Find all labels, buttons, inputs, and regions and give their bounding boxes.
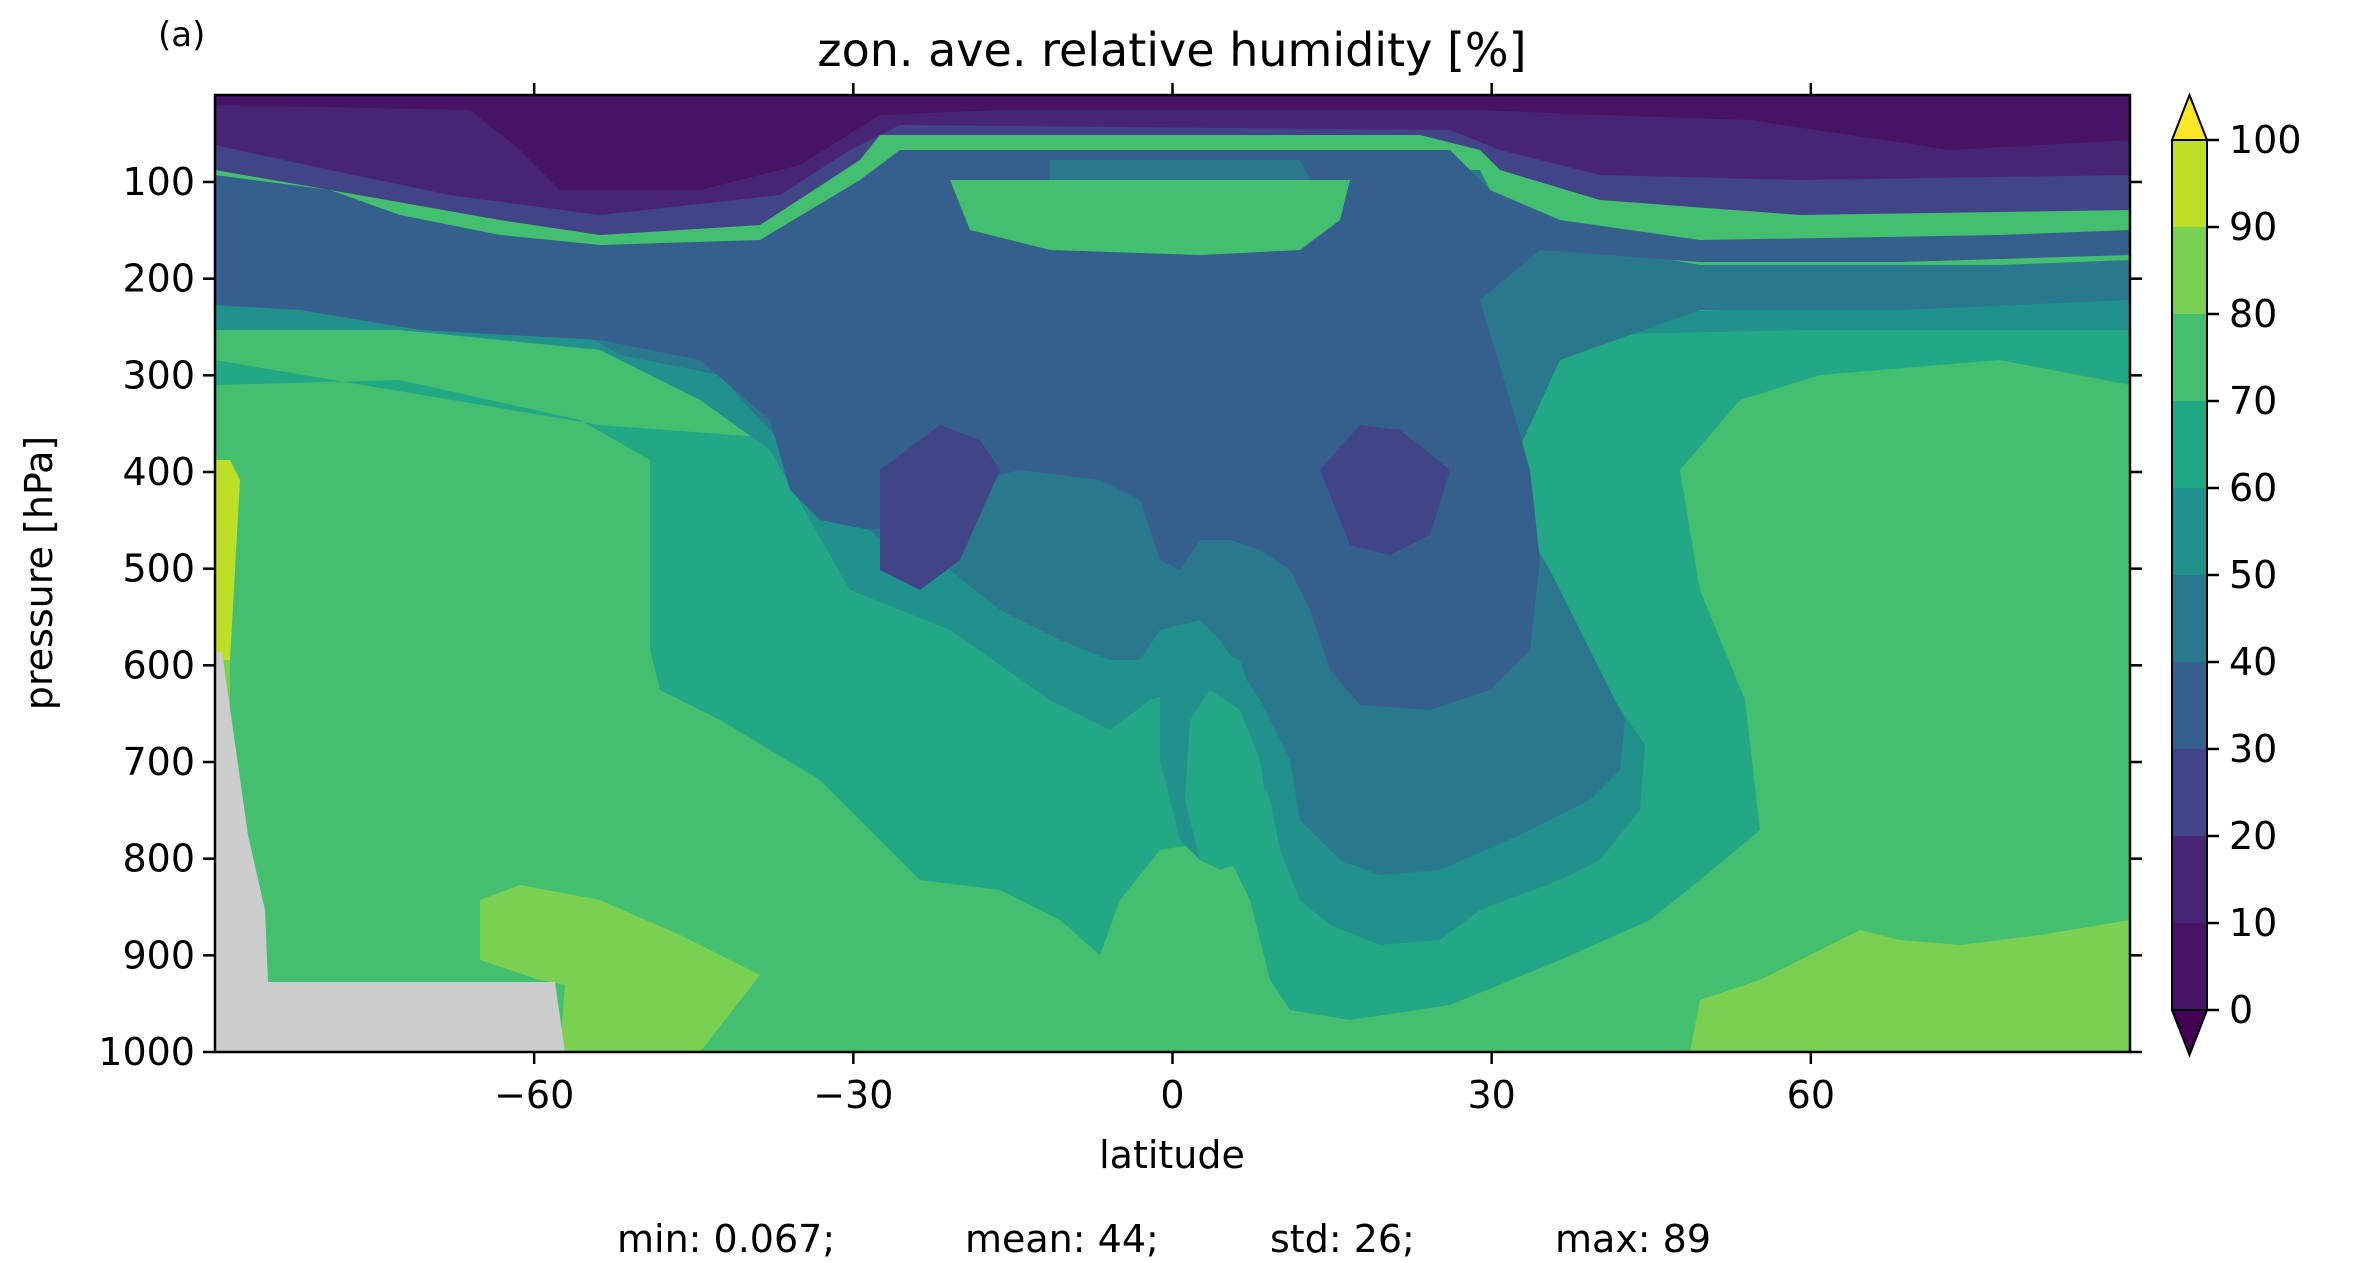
y-tick-label: 600 [122,643,195,687]
y-tick-label: 700 [122,740,195,784]
stat-max: max: 89 [1555,1217,1711,1261]
colorbar-tick-label: 50 [2229,553,2277,597]
colorbar-segment [2172,140,2207,227]
y-tick-label: 900 [122,933,195,977]
y-tick-label: 300 [122,353,195,397]
contour-80-top [950,180,1350,255]
y-tick-label: 100 [122,160,195,204]
x-tick-label: 30 [1467,1073,1515,1117]
contour-30 [215,150,2130,710]
panel-label: (a) [158,15,205,55]
colorbar-segment [2172,401,2207,488]
contour-60-center [1040,690,1270,890]
colorbar-segment [2172,749,2207,836]
contour-0 [215,95,2130,190]
x-axis: −60 −30 0 30 60 [494,83,1835,1117]
colorbar-segment [2172,662,2207,749]
contour-field [215,95,2130,1052]
colorbar-segment [2172,488,2207,575]
y-axis-label: pressure [hPa] [17,436,61,710]
y-axis: 100 200 300 400 500 600 700 800 900 1000 [98,160,2142,1074]
colorbar-tick-label: 80 [2229,292,2277,336]
contour-80-left [215,460,2130,1052]
y-tick-label: 1000 [98,1030,195,1074]
colorbar-tick-label: 40 [2229,640,2277,684]
missing-terrain [215,652,565,1052]
colorbar-tick-label: 90 [2229,205,2277,249]
colorbar-segment [2172,227,2207,314]
colorbar-segment [2172,923,2207,1010]
colorbar-segment [2172,836,2207,923]
colorbar-tick-label: 20 [2229,814,2277,858]
colorbar-tick-label: 70 [2229,379,2277,423]
contour-dry-islands [880,425,1450,590]
x-tick-label: −60 [494,1073,574,1117]
colorbar-extend-low [2170,1009,2209,1058]
colorbar-segment [2172,314,2207,401]
stat-std: std: 26; [1270,1217,1415,1261]
colorbar-tick-label: 10 [2229,901,2277,945]
x-axis-label: latitude [1099,1133,1245,1177]
colorbar-extend-high [2170,92,2209,141]
y-tick-label: 500 [122,547,195,591]
x-tick-label: −30 [813,1073,893,1117]
y-tick-label: 400 [122,450,195,494]
stat-min: min: 0.067; [617,1217,835,1261]
y-tick-label: 200 [122,257,195,301]
colorbar: 0 10 20 30 40 50 60 70 80 90 100 [2170,92,2302,1058]
stat-mean: mean: 44; [965,1217,1159,1261]
colorbar-tick-label: 30 [2229,727,2277,771]
x-tick-label: 60 [1787,1073,1835,1117]
colorbar-tick-label: 100 [2229,118,2302,162]
colorbar-segment [2172,575,2207,662]
x-tick-label: 0 [1160,1073,1184,1117]
chart-title: zon. ave. relative humidity [%] [817,23,1526,77]
colorbar-tick-label: 0 [2229,988,2253,1032]
colorbar-tick-label: 60 [2229,466,2277,510]
y-tick-label: 800 [122,837,195,881]
contour-90-left [215,460,240,660]
